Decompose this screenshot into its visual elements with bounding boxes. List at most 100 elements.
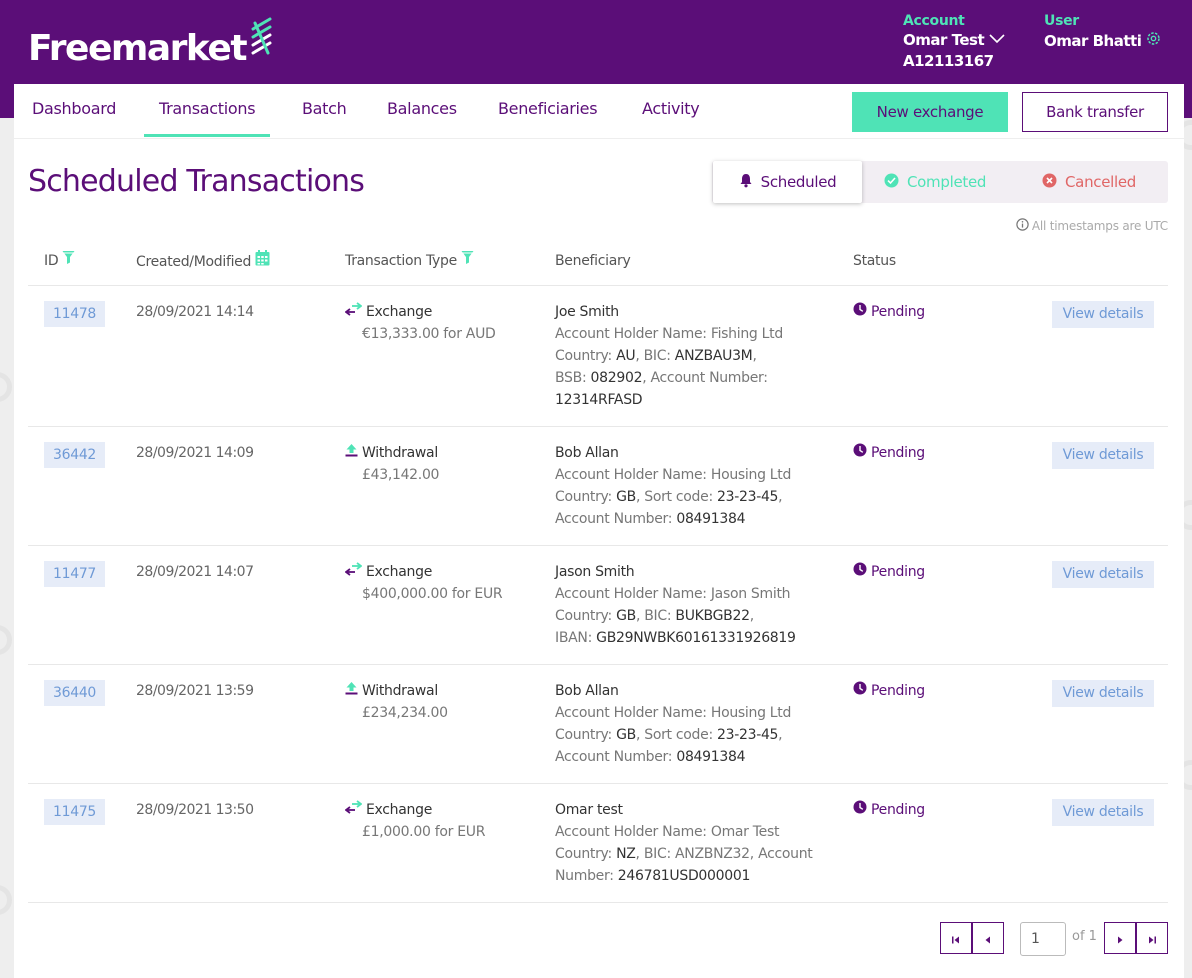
view-details-button[interactable]: View details bbox=[1052, 561, 1154, 588]
page-title: Scheduled Transactions bbox=[28, 164, 365, 199]
separator: , bbox=[778, 489, 783, 505]
logo-text: Freemarket bbox=[28, 28, 248, 69]
first-page-button[interactable] bbox=[940, 922, 972, 954]
page-number-input[interactable] bbox=[1020, 922, 1066, 956]
account-number: 246781USD000001 bbox=[617, 868, 751, 884]
sort-code: 23-23-45 bbox=[717, 727, 779, 743]
transaction-amount: £1,000.00 for EUR bbox=[362, 824, 486, 840]
clock-icon bbox=[853, 442, 867, 464]
holder-name: Fishing Ltd bbox=[710, 326, 783, 342]
transaction-amount: $400,000.00 for EUR bbox=[362, 586, 503, 602]
check-circle-icon bbox=[884, 173, 899, 192]
beneficiary-name: Jason Smith bbox=[555, 564, 635, 580]
chevron-down-icon[interactable] bbox=[988, 30, 1006, 51]
sort-code: 23-23-45 bbox=[717, 489, 779, 505]
user-name: Omar Bhatti bbox=[1044, 32, 1142, 50]
freemarket-logo[interactable]: Freemarket bbox=[28, 17, 274, 69]
account-label: Account bbox=[903, 13, 965, 29]
next-page-button[interactable] bbox=[1104, 922, 1136, 954]
col-header-beneficiary: Beneficiary bbox=[555, 253, 631, 269]
transaction-date: 28/09/2021 13:59 bbox=[136, 683, 254, 699]
status-badge: Pending bbox=[853, 561, 925, 583]
view-details-button[interactable]: View details bbox=[1052, 680, 1154, 707]
bell-icon bbox=[739, 173, 753, 192]
filter-icon[interactable] bbox=[461, 250, 474, 272]
clock-icon bbox=[853, 680, 867, 702]
account-number-label: Account Number: bbox=[555, 749, 677, 765]
nav-dashboard[interactable]: Dashboard bbox=[32, 99, 117, 118]
prev-page-icon bbox=[984, 929, 992, 948]
user-menu[interactable]: User Omar Bhatti bbox=[1044, 12, 1162, 53]
gear-icon[interactable] bbox=[1145, 30, 1162, 53]
transaction-amount: £234,234.00 bbox=[362, 705, 448, 721]
country-label: Country: bbox=[555, 727, 617, 743]
status-badge: Pending bbox=[853, 442, 925, 464]
col-header-created-label: Created/Modified bbox=[136, 253, 252, 270]
account-number: 12314RFASD bbox=[555, 392, 643, 408]
tab-completed[interactable]: Completed bbox=[884, 161, 986, 203]
row-divider bbox=[28, 664, 1168, 665]
bank-transfer-button[interactable]: Bank transfer bbox=[1022, 92, 1168, 132]
country-code: AU bbox=[616, 348, 636, 364]
holder-name: Jason Smith bbox=[710, 586, 791, 602]
account-number-label: Number: bbox=[555, 868, 618, 884]
col-header-type: Transaction Type bbox=[345, 250, 474, 272]
beneficiary-name: Joe Smith bbox=[555, 304, 619, 320]
transaction-id-link[interactable]: 36442 bbox=[44, 442, 106, 468]
first-page-icon bbox=[951, 929, 961, 948]
holder-name: Housing Ltd bbox=[710, 467, 792, 483]
bic-code: ANZBNZ32 bbox=[675, 846, 750, 862]
status-text: Pending bbox=[871, 683, 925, 699]
sort-code-label: , Sort code: bbox=[635, 489, 718, 505]
transaction-type: Withdrawal bbox=[362, 683, 438, 699]
bic-code: BUKBGB22 bbox=[675, 608, 750, 624]
account-number-label: Account Number: bbox=[555, 511, 677, 527]
holder-label: Account Holder Name: bbox=[555, 824, 711, 840]
country-code: GB bbox=[616, 727, 636, 743]
prev-page-button[interactable] bbox=[972, 922, 1004, 954]
transaction-id-link[interactable]: 36440 bbox=[44, 680, 106, 706]
country-label: Country: bbox=[555, 489, 617, 505]
new-exchange-button[interactable]: New exchange bbox=[852, 92, 1008, 132]
transaction-id-link[interactable]: 11478 bbox=[44, 301, 106, 327]
view-details-button[interactable]: View details bbox=[1052, 442, 1154, 469]
transaction-id-link[interactable]: 11477 bbox=[44, 561, 106, 587]
nav-activity[interactable]: Activity bbox=[642, 99, 700, 118]
transaction-id-link[interactable]: 11475 bbox=[44, 799, 106, 825]
exchange-icon bbox=[344, 561, 363, 583]
transaction-type: Exchange bbox=[366, 564, 433, 580]
tab-cancelled-label: Cancelled bbox=[1065, 173, 1137, 191]
main-content-card bbox=[14, 84, 1184, 978]
nav-transactions[interactable]: Transactions bbox=[144, 84, 271, 137]
transaction-date: 28/09/2021 14:14 bbox=[136, 304, 254, 320]
clock-icon bbox=[853, 561, 867, 583]
main-nav: Dashboard Transactions Batch Balances Be… bbox=[14, 84, 1184, 139]
view-details-button[interactable]: View details bbox=[1052, 301, 1154, 328]
bic-code: ANZBAU3M bbox=[674, 348, 753, 364]
tab-scheduled[interactable]: Scheduled bbox=[713, 161, 862, 203]
account-selector[interactable]: Account Omar Test A12113167 bbox=[903, 12, 1006, 72]
col-header-type-label: Transaction Type bbox=[345, 253, 457, 269]
transaction-date: 28/09/2021 13:50 bbox=[136, 802, 254, 818]
account-number: 08491384 bbox=[676, 511, 746, 527]
info-icon bbox=[1016, 218, 1029, 234]
filter-icon[interactable] bbox=[62, 250, 75, 272]
nav-batch[interactable]: Batch bbox=[302, 99, 347, 118]
nav-balances[interactable]: Balances bbox=[387, 99, 457, 118]
status-text: Pending bbox=[871, 304, 925, 320]
beneficiary-details: Bob Allan Account Holder Name: Housing L… bbox=[555, 680, 835, 768]
withdrawal-icon bbox=[345, 442, 358, 464]
transaction-type: Exchange bbox=[366, 802, 433, 818]
country-label: Country: bbox=[555, 348, 617, 364]
row-divider bbox=[28, 902, 1168, 903]
tab-cancelled[interactable]: Cancelled bbox=[1042, 161, 1136, 203]
background-ring bbox=[0, 625, 12, 655]
view-details-button[interactable]: View details bbox=[1052, 799, 1154, 826]
nav-beneficiaries[interactable]: Beneficiaries bbox=[498, 99, 598, 118]
status-text: Pending bbox=[871, 564, 925, 580]
next-page-icon bbox=[1116, 929, 1124, 948]
status-badge: Pending bbox=[853, 301, 925, 323]
calendar-icon[interactable] bbox=[255, 250, 270, 273]
tab-completed-label: Completed bbox=[907, 173, 987, 191]
last-page-button[interactable] bbox=[1136, 922, 1168, 954]
